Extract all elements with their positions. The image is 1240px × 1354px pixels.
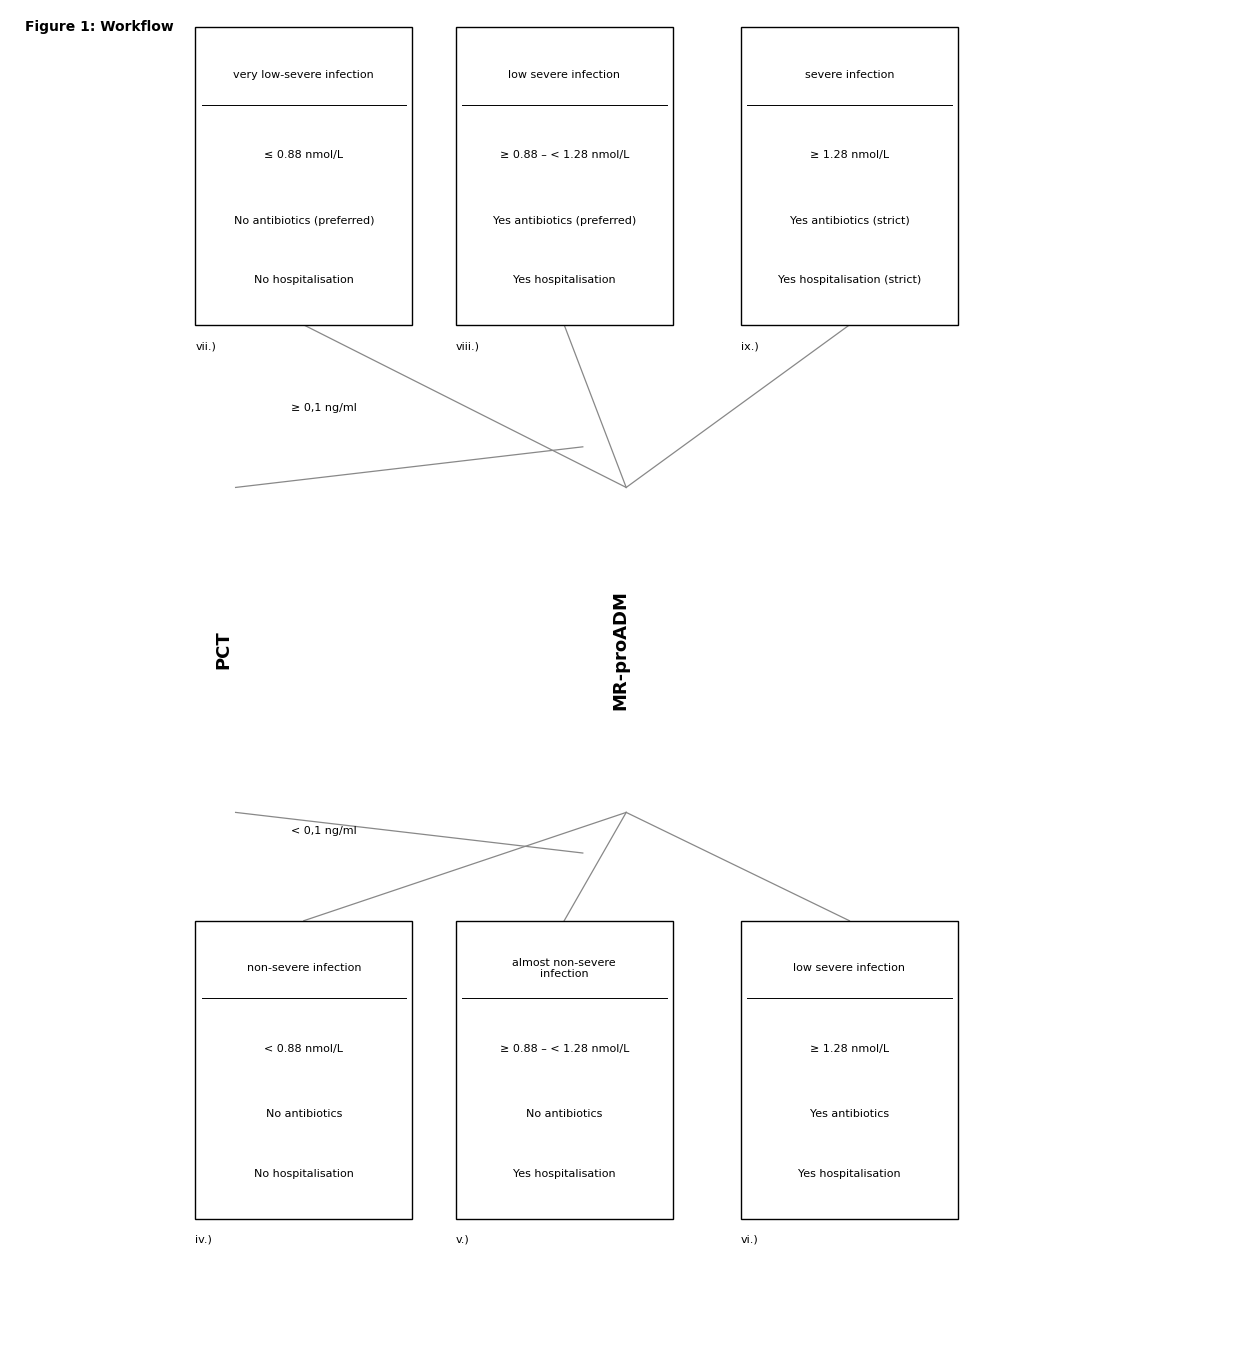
Bar — [196, 27, 413, 325]
Text: No antibiotics (preferred): No antibiotics (preferred) — [233, 215, 374, 226]
Bar — [742, 921, 957, 1219]
Text: ix.): ix.) — [742, 341, 759, 351]
Bar — [742, 27, 957, 325]
Text: Figure 1: Workflow: Figure 1: Workflow — [25, 20, 174, 34]
Text: low severe infection: low severe infection — [508, 70, 620, 80]
Text: ≥ 0.88 – < 1.28 nmol/L: ≥ 0.88 – < 1.28 nmol/L — [500, 1044, 629, 1053]
Text: Yes hospitalisation: Yes hospitalisation — [513, 1169, 615, 1179]
Bar — [456, 921, 672, 1219]
Text: Yes hospitalisation: Yes hospitalisation — [799, 1169, 900, 1179]
Text: Yes hospitalisation: Yes hospitalisation — [513, 275, 615, 286]
Text: non-severe infection: non-severe infection — [247, 964, 361, 974]
Text: MR-proADM: MR-proADM — [611, 590, 629, 709]
Text: almost non-severe
infection: almost non-severe infection — [512, 957, 616, 979]
Text: v.): v.) — [456, 1235, 470, 1244]
Text: low severe infection: low severe infection — [794, 964, 905, 974]
Text: viii.): viii.) — [456, 341, 480, 351]
Text: No hospitalisation: No hospitalisation — [254, 1169, 353, 1179]
Text: ≥ 1.28 nmol/L: ≥ 1.28 nmol/L — [810, 150, 889, 160]
Text: Yes antibiotics (preferred): Yes antibiotics (preferred) — [492, 215, 636, 226]
Text: < 0,1 ng/ml: < 0,1 ng/ml — [291, 826, 357, 835]
Bar — [456, 27, 672, 325]
Text: < 0.88 nmol/L: < 0.88 nmol/L — [264, 1044, 343, 1053]
Text: iv.): iv.) — [196, 1235, 212, 1244]
Text: No antibiotics: No antibiotics — [265, 1109, 342, 1120]
Text: ≥ 1.28 nmol/L: ≥ 1.28 nmol/L — [810, 1044, 889, 1053]
Text: vi.): vi.) — [742, 1235, 759, 1244]
Text: vii.): vii.) — [196, 341, 216, 351]
Text: ≥ 0.88 – < 1.28 nmol/L: ≥ 0.88 – < 1.28 nmol/L — [500, 150, 629, 160]
Text: No hospitalisation: No hospitalisation — [254, 275, 353, 286]
Text: Yes antibiotics (strict): Yes antibiotics (strict) — [790, 215, 909, 226]
Text: Yes hospitalisation (strict): Yes hospitalisation (strict) — [777, 275, 921, 286]
Text: very low-severe infection: very low-severe infection — [233, 70, 374, 80]
Text: ≤ 0.88 nmol/L: ≤ 0.88 nmol/L — [264, 150, 343, 160]
Text: ≥ 0,1 ng/ml: ≥ 0,1 ng/ml — [291, 403, 357, 413]
Text: severe infection: severe infection — [805, 70, 894, 80]
Text: Yes antibiotics: Yes antibiotics — [810, 1109, 889, 1120]
Text: PCT: PCT — [215, 631, 232, 669]
Text: No antibiotics: No antibiotics — [526, 1109, 603, 1120]
Bar — [196, 921, 413, 1219]
